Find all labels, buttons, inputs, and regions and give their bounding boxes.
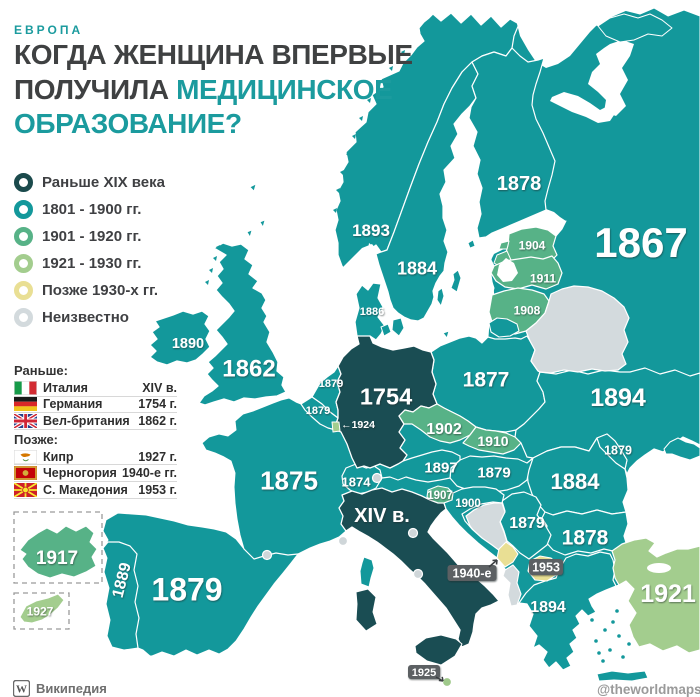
svg-text:W: W bbox=[16, 684, 27, 696]
svg-text:1921: 1921 bbox=[640, 580, 696, 608]
svg-text:1917: 1917 bbox=[36, 548, 78, 569]
svg-text:1867: 1867 bbox=[594, 219, 687, 266]
svg-text:1879: 1879 bbox=[151, 572, 222, 608]
svg-text:1911: 1911 bbox=[530, 271, 556, 285]
svg-text:1879: 1879 bbox=[509, 515, 545, 532]
svg-text:1874: 1874 bbox=[342, 475, 372, 490]
svg-text:1894: 1894 bbox=[530, 599, 566, 616]
svg-text:1878: 1878 bbox=[562, 527, 609, 550]
svg-text:1877: 1877 bbox=[463, 369, 510, 392]
svg-text:1890: 1890 bbox=[172, 336, 204, 352]
svg-text:1897: 1897 bbox=[424, 459, 457, 476]
svg-text:XIV в.: XIV в. bbox=[354, 505, 410, 527]
svg-text:1894: 1894 bbox=[590, 384, 646, 412]
svg-text:1908: 1908 bbox=[514, 303, 541, 317]
svg-text:1904: 1904 bbox=[519, 238, 546, 252]
svg-text:1902: 1902 bbox=[426, 421, 462, 438]
svg-text:1878: 1878 bbox=[497, 173, 542, 195]
svg-text:1879: 1879 bbox=[604, 444, 632, 458]
svg-text:1893: 1893 bbox=[352, 221, 390, 240]
svg-text:1879: 1879 bbox=[306, 405, 330, 417]
svg-text:1884: 1884 bbox=[397, 258, 437, 278]
svg-text:1940-е: 1940-е bbox=[453, 567, 492, 581]
svg-text:1879: 1879 bbox=[319, 378, 343, 390]
svg-text:1910: 1910 bbox=[477, 433, 508, 449]
svg-text:1754: 1754 bbox=[360, 383, 412, 409]
svg-text:1953: 1953 bbox=[532, 561, 560, 575]
svg-text:1925: 1925 bbox=[412, 667, 436, 679]
svg-text:1862: 1862 bbox=[222, 356, 275, 383]
svg-text:←1924: ←1924 bbox=[341, 419, 375, 431]
svg-text:1907: 1907 bbox=[427, 490, 453, 502]
svg-text:1927: 1927 bbox=[27, 604, 54, 618]
svg-text:1884: 1884 bbox=[551, 469, 601, 494]
svg-text:1900: 1900 bbox=[455, 498, 481, 510]
svg-text:1886: 1886 bbox=[360, 306, 384, 318]
svg-text:1875: 1875 bbox=[260, 465, 318, 495]
svg-text:1879: 1879 bbox=[477, 464, 510, 481]
